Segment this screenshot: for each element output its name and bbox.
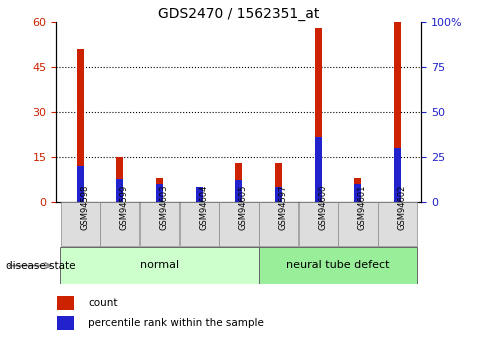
Bar: [196, 187, 203, 202]
Text: GSM94600: GSM94600: [318, 185, 327, 230]
Bar: [196, 187, 203, 202]
FancyBboxPatch shape: [60, 247, 259, 284]
Text: count: count: [88, 298, 118, 308]
FancyBboxPatch shape: [259, 202, 298, 246]
Bar: [394, 148, 401, 202]
Text: GSM94604: GSM94604: [199, 185, 208, 230]
Bar: [57, 296, 74, 310]
Text: GSM94599: GSM94599: [120, 185, 129, 230]
FancyBboxPatch shape: [61, 202, 100, 246]
Bar: [235, 163, 243, 202]
FancyBboxPatch shape: [378, 202, 417, 246]
Bar: [354, 178, 362, 202]
FancyBboxPatch shape: [259, 247, 417, 284]
Bar: [76, 166, 84, 202]
Title: GDS2470 / 1562351_at: GDS2470 / 1562351_at: [158, 7, 319, 21]
Bar: [57, 316, 74, 330]
Text: GSM94597: GSM94597: [278, 185, 288, 230]
Bar: [275, 163, 282, 202]
FancyBboxPatch shape: [298, 202, 338, 246]
Bar: [354, 184, 362, 202]
Text: disease state: disease state: [6, 262, 76, 271]
Bar: [315, 137, 322, 202]
Bar: [156, 178, 163, 202]
FancyBboxPatch shape: [179, 202, 219, 246]
Bar: [116, 157, 123, 202]
Bar: [116, 178, 123, 202]
Text: GSM94603: GSM94603: [160, 185, 169, 230]
Text: GSM94605: GSM94605: [239, 185, 248, 230]
Text: neural tube defect: neural tube defect: [286, 260, 390, 270]
Bar: [394, 22, 401, 202]
FancyBboxPatch shape: [100, 202, 140, 246]
FancyBboxPatch shape: [219, 202, 259, 246]
Text: GSM94601: GSM94601: [358, 185, 367, 230]
FancyBboxPatch shape: [338, 202, 378, 246]
FancyBboxPatch shape: [140, 202, 179, 246]
Bar: [76, 49, 84, 202]
Text: normal: normal: [140, 260, 179, 270]
Bar: [156, 184, 163, 202]
Text: GSM94602: GSM94602: [397, 185, 407, 230]
Bar: [315, 28, 322, 202]
Text: percentile rank within the sample: percentile rank within the sample: [88, 318, 264, 328]
Bar: [275, 187, 282, 202]
Bar: [235, 180, 243, 202]
Text: GSM94598: GSM94598: [80, 185, 89, 230]
